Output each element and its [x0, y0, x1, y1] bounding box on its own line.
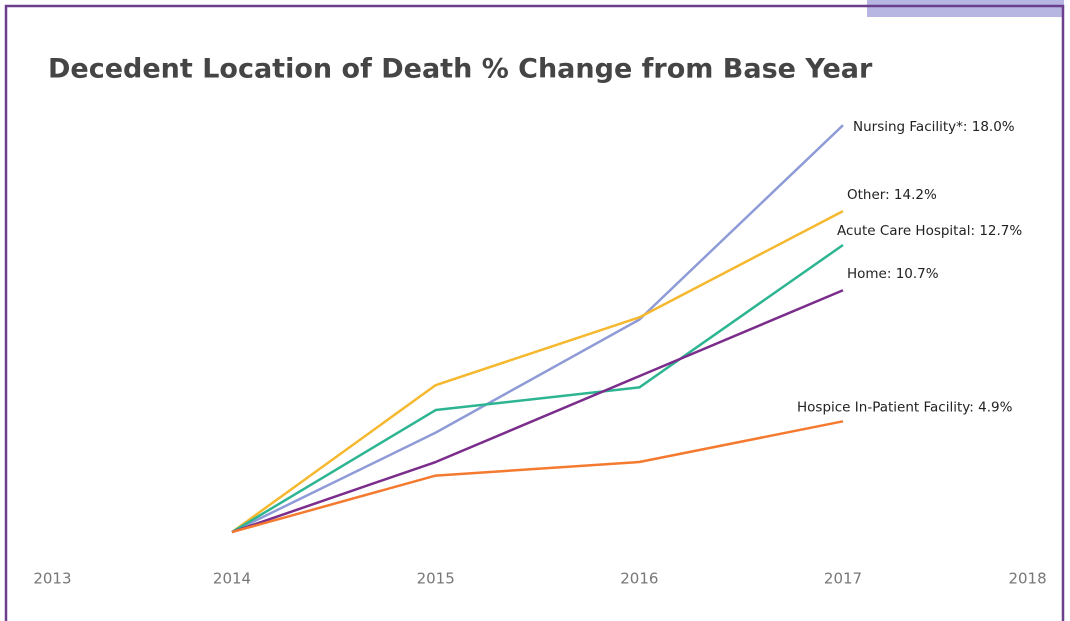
x-tick-label: 2014: [213, 570, 251, 588]
x-tick-label: 2015: [417, 570, 455, 588]
x-tick-label: 2013: [33, 570, 71, 588]
x-tick-label: 2018: [1008, 570, 1046, 588]
series-line: [231, 289, 844, 534]
series-line: [231, 124, 844, 534]
series-label: Acute Care Hospital: 12.7%: [837, 223, 1022, 239]
chart-title: Decedent Location of Death % Change from…: [48, 54, 873, 85]
series-label: Other: 14.2%: [847, 187, 937, 203]
series-label: Home: 10.7%: [847, 266, 939, 282]
series-label: Hospice In-Patient Facility: 4.9%: [797, 399, 1013, 415]
x-tick-label: 2017: [824, 570, 862, 588]
corner-tab: [867, 0, 1064, 17]
frame: [4, 4, 1065, 621]
series-line: [231, 420, 844, 534]
x-tick-label: 2016: [620, 570, 658, 588]
series-line: [231, 243, 844, 534]
series-label: Nursing Facility*: 18.0%: [853, 119, 1015, 135]
series-line: [231, 209, 844, 534]
